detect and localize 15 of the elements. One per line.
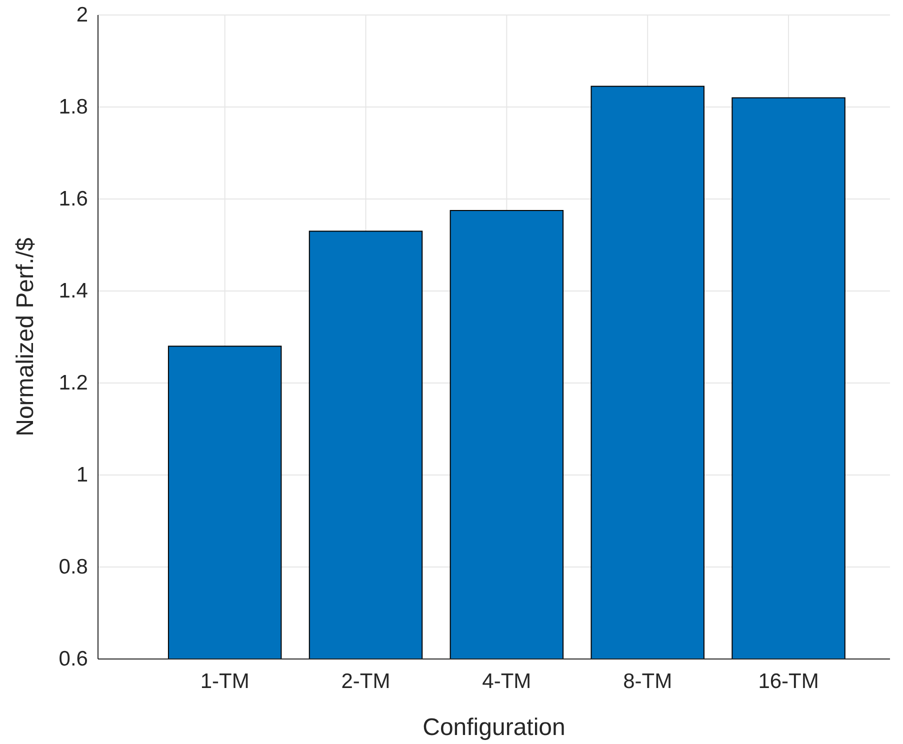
x-tick-label: 16-TM <box>758 670 819 693</box>
x-tick-label: 1-TM <box>200 670 250 693</box>
x-tick-label: 2-TM <box>341 670 390 693</box>
y-tick-label: 2 <box>76 4 88 27</box>
x-tick-label: 4-TM <box>482 670 532 693</box>
y-tick-label: 1 <box>76 464 88 487</box>
y-tick-label: 1.8 <box>58 96 88 119</box>
y-tick-label: 1.6 <box>58 188 88 211</box>
y-tick-label: 1.4 <box>58 280 88 303</box>
y-axis-title: Normalized Perf./$ <box>12 238 39 436</box>
y-tick-label: 1.2 <box>58 372 88 395</box>
x-axis-title: Configuration <box>422 714 566 741</box>
y-tick-label: 0.6 <box>58 648 88 671</box>
x-tick-label: 8-TM <box>623 670 672 693</box>
y-tick-label: 0.8 <box>58 556 88 579</box>
